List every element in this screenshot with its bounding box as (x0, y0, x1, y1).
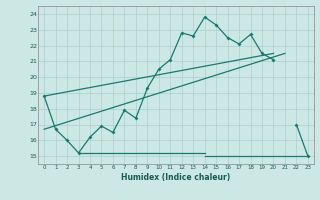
X-axis label: Humidex (Indice chaleur): Humidex (Indice chaleur) (121, 173, 231, 182)
